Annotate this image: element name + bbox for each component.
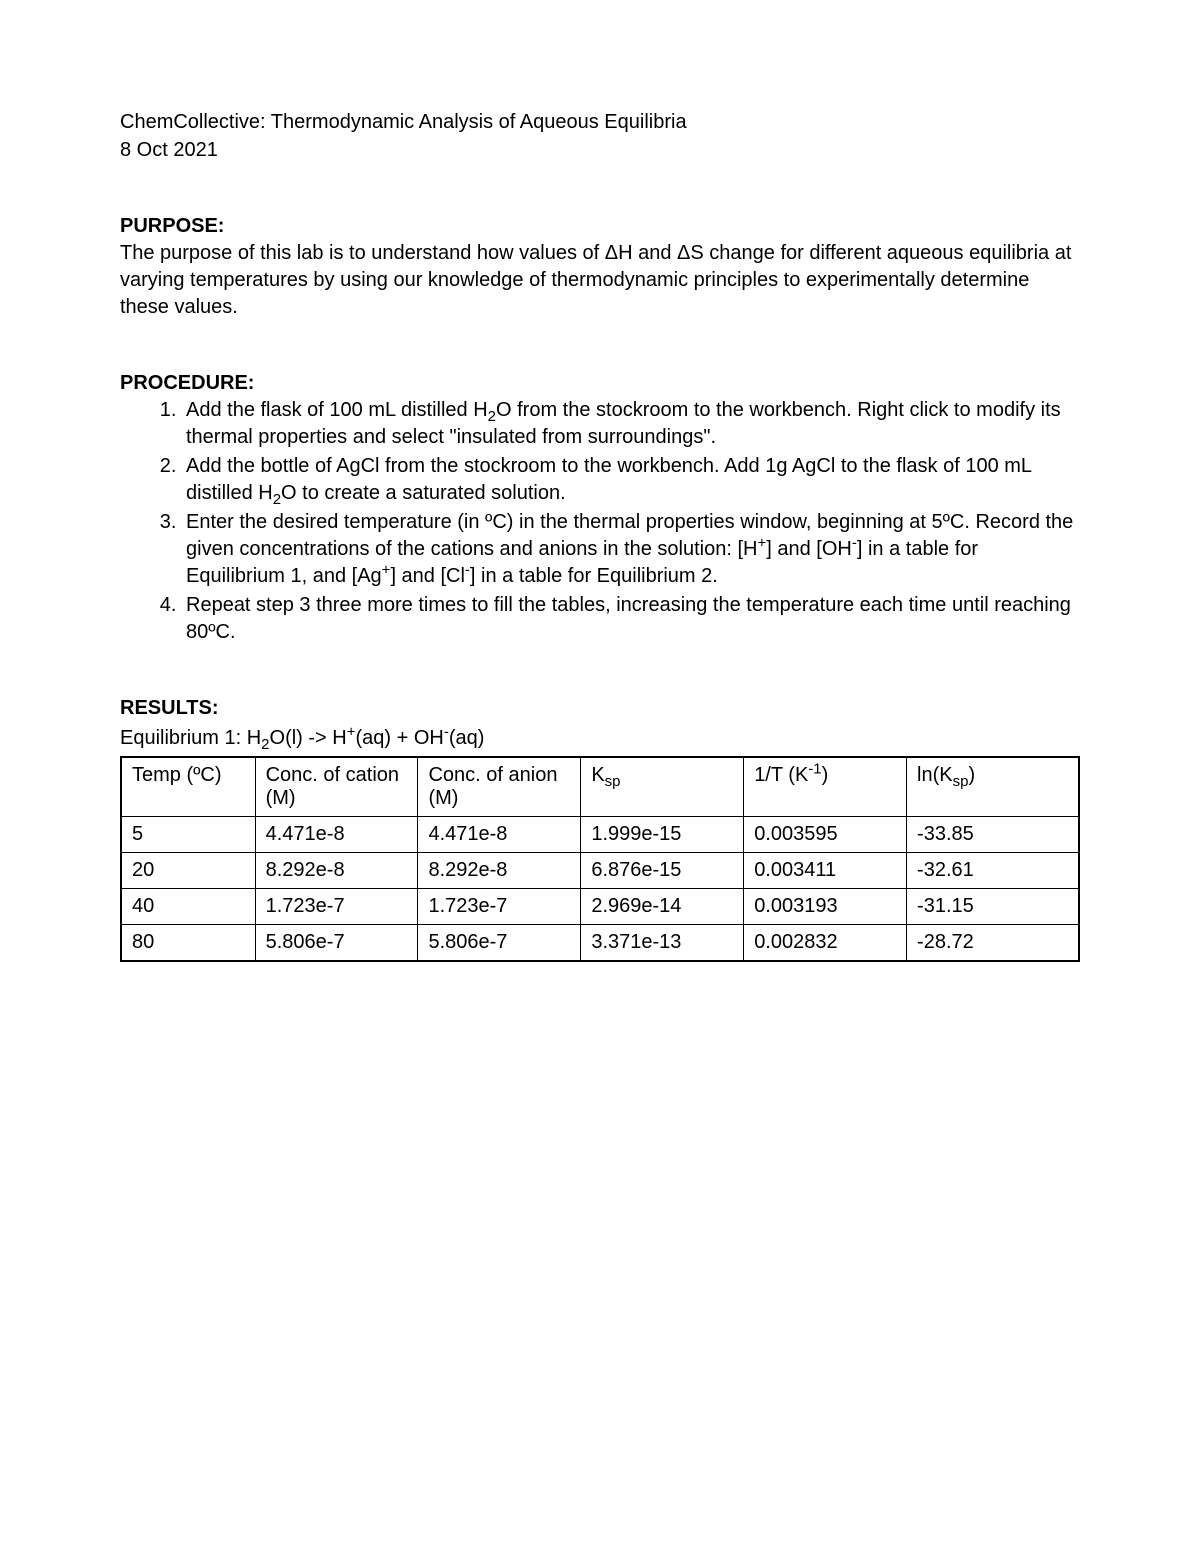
- table-cell: 40: [121, 889, 255, 925]
- table-header-cell: Temp (ºC): [121, 757, 255, 817]
- table-cell: 4.471e-8: [418, 817, 581, 853]
- table-row: 20 8.292e-8 8.292e-8 6.876e-15 0.003411 …: [121, 853, 1079, 889]
- table-cell: 6.876e-15: [581, 853, 744, 889]
- table-cell: 0.003595: [744, 817, 907, 853]
- procedure-step: Repeat step 3 three more times to fill t…: [182, 592, 1080, 646]
- table-cell: -31.15: [907, 889, 1079, 925]
- table-cell: 0.003411: [744, 853, 907, 889]
- table-header-cell: 1/T (K-1): [744, 757, 907, 817]
- table-header-cell: ln(Ksp): [907, 757, 1079, 817]
- table-cell: 20: [121, 853, 255, 889]
- table-cell: 1.723e-7: [255, 889, 418, 925]
- table-cell: 5.806e-7: [418, 925, 581, 962]
- document-page: ChemCollective: Thermodynamic Analysis o…: [0, 0, 1200, 1553]
- table-cell: 8.292e-8: [418, 853, 581, 889]
- results-heading: RESULTS:: [120, 694, 1080, 722]
- purpose-text: The purpose of this lab is to understand…: [120, 240, 1080, 321]
- table-cell: 5.806e-7: [255, 925, 418, 962]
- table-cell: 0.002832: [744, 925, 907, 962]
- purpose-section: PURPOSE: The purpose of this lab is to u…: [120, 212, 1080, 321]
- table-cell: 1.723e-7: [418, 889, 581, 925]
- table-row: 40 1.723e-7 1.723e-7 2.969e-14 0.003193 …: [121, 889, 1079, 925]
- procedure-section: PROCEDURE: Add the flask of 100 mL disti…: [120, 369, 1080, 646]
- procedure-step: Add the bottle of AgCl from the stockroo…: [182, 453, 1080, 507]
- table-cell: 5: [121, 817, 255, 853]
- table-header-cell: Conc. of anion (M): [418, 757, 581, 817]
- table-cell: 0.003193: [744, 889, 907, 925]
- table-cell: 80: [121, 925, 255, 962]
- table-header-cell: Conc. of cation (M): [255, 757, 418, 817]
- procedure-step: Add the flask of 100 mL distilled H2O fr…: [182, 397, 1080, 451]
- table-cell: -28.72: [907, 925, 1079, 962]
- table-body: 5 4.471e-8 4.471e-8 1.999e-15 0.003595 -…: [121, 817, 1079, 962]
- equilibrium1-table: Temp (ºC) Conc. of cation (M) Conc. of a…: [120, 756, 1080, 962]
- purpose-heading: PURPOSE:: [120, 212, 1080, 240]
- table-cell: 1.999e-15: [581, 817, 744, 853]
- table-cell: -33.85: [907, 817, 1079, 853]
- table-cell: -32.61: [907, 853, 1079, 889]
- procedure-list: Add the flask of 100 mL distilled H2O fr…: [120, 397, 1080, 646]
- table-cell: 3.371e-13: [581, 925, 744, 962]
- doc-title: ChemCollective: Thermodynamic Analysis o…: [120, 108, 1080, 136]
- procedure-heading: PROCEDURE:: [120, 369, 1080, 397]
- table-row: 5 4.471e-8 4.471e-8 1.999e-15 0.003595 -…: [121, 817, 1079, 853]
- table-cell: 2.969e-14: [581, 889, 744, 925]
- table-row: 80 5.806e-7 5.806e-7 3.371e-13 0.002832 …: [121, 925, 1079, 962]
- table-cell: 8.292e-8: [255, 853, 418, 889]
- equilibrium1-subtitle: Equilibrium 1: H2O(l) -> H+(aq) + OH-(aq…: [120, 724, 1080, 752]
- results-section: RESULTS: Equilibrium 1: H2O(l) -> H+(aq)…: [120, 694, 1080, 962]
- procedure-step: Enter the desired temperature (in ºC) in…: [182, 509, 1080, 590]
- table-cell: 4.471e-8: [255, 817, 418, 853]
- table-header-cell: Ksp: [581, 757, 744, 817]
- table-header-row: Temp (ºC) Conc. of cation (M) Conc. of a…: [121, 757, 1079, 817]
- doc-date: 8 Oct 2021: [120, 136, 1080, 164]
